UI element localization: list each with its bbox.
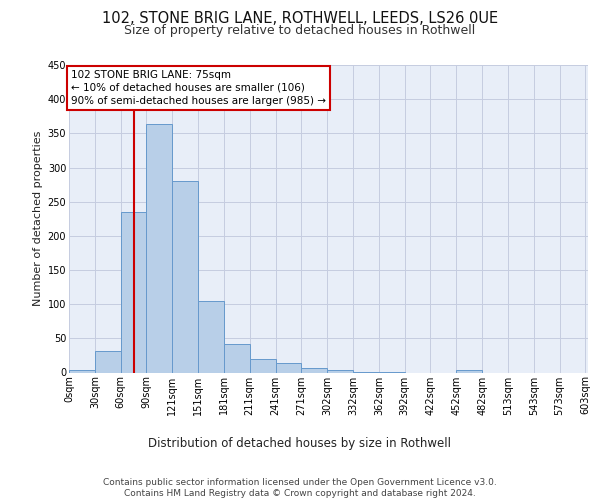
Bar: [224, 344, 250, 372]
Bar: [327, 370, 353, 372]
Text: Distribution of detached houses by size in Rothwell: Distribution of detached houses by size …: [149, 438, 452, 450]
Text: Contains HM Land Registry data © Crown copyright and database right 2024.: Contains HM Land Registry data © Crown c…: [124, 488, 476, 498]
Text: 102 STONE BRIG LANE: 75sqm
← 10% of detached houses are smaller (106)
90% of sem: 102 STONE BRIG LANE: 75sqm ← 10% of deta…: [71, 70, 326, 106]
Bar: [301, 368, 327, 372]
Bar: [121, 212, 146, 372]
Text: 102, STONE BRIG LANE, ROTHWELL, LEEDS, LS26 0UE: 102, STONE BRIG LANE, ROTHWELL, LEEDS, L…: [102, 11, 498, 26]
Bar: [69, 370, 95, 372]
Bar: [172, 181, 198, 372]
Bar: [457, 370, 482, 372]
Y-axis label: Number of detached properties: Number of detached properties: [34, 131, 43, 306]
Text: Contains public sector information licensed under the Open Government Licence v3: Contains public sector information licen…: [103, 478, 497, 487]
Bar: [95, 350, 121, 372]
Bar: [275, 363, 301, 372]
Bar: [250, 359, 275, 372]
Bar: [198, 300, 224, 372]
Bar: [146, 124, 172, 372]
Text: Size of property relative to detached houses in Rothwell: Size of property relative to detached ho…: [124, 24, 476, 37]
